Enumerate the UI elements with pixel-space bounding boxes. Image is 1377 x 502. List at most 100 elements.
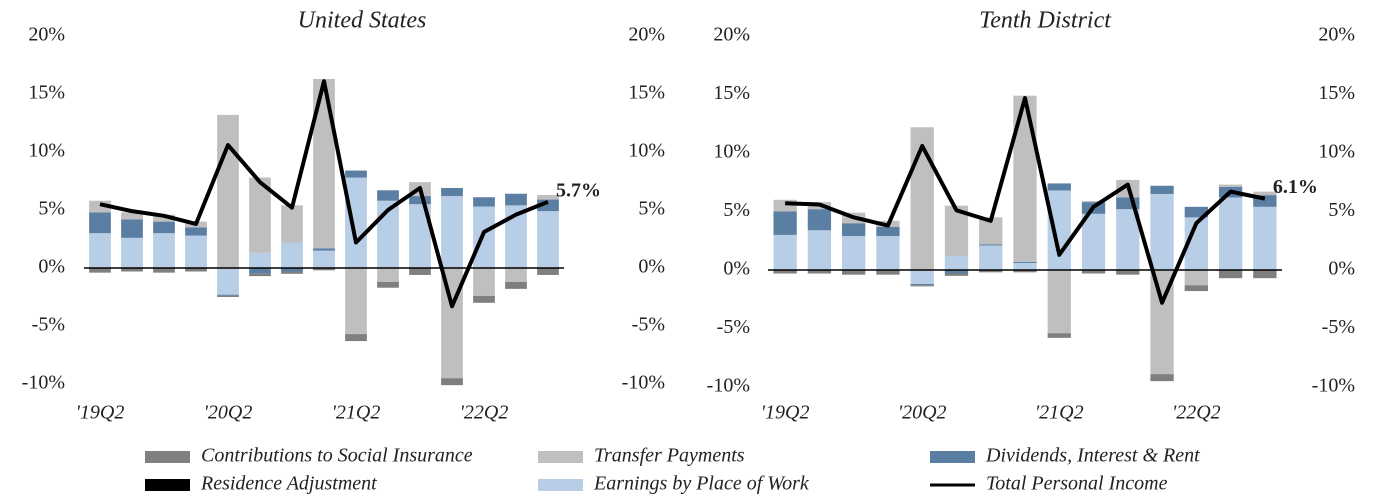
bar-segment bbox=[217, 268, 239, 295]
y2-tick-label: 10% bbox=[1318, 141, 1355, 163]
bar-segment: Contributions to Social Insurance bbox=[1081, 270, 1106, 274]
x-tick-label: '21Q2 bbox=[1035, 402, 1084, 424]
bar-segment: Earnings by Place of Work bbox=[1047, 190, 1071, 270]
bar-segment bbox=[281, 242, 303, 268]
bar-segment bbox=[505, 193, 527, 206]
bar-segment: Dividends, Interest & Rent bbox=[807, 209, 832, 231]
bar-segment bbox=[345, 268, 367, 335]
bar-segment: Dividends, Interest & Rent bbox=[1253, 195, 1277, 207]
bar-segment: Dividends, Interest & Rent bbox=[979, 244, 1003, 246]
x-tick-label: '22Q2 bbox=[460, 402, 509, 424]
bar-segment: Transfer Payments bbox=[979, 217, 1003, 245]
bar-segment bbox=[249, 252, 271, 268]
bar-segment: Dividends, Interest & Rent bbox=[944, 270, 969, 274]
y-tick-label: 0% bbox=[38, 256, 65, 278]
data-label: 5.7% bbox=[556, 179, 601, 201]
bar-segment bbox=[217, 295, 239, 297]
bar-segment: Transfer Payments bbox=[1013, 95, 1037, 262]
bar-segment: Earnings by Place of Work bbox=[876, 236, 900, 270]
chart-title: Tenth District bbox=[979, 8, 1112, 34]
bar-segment bbox=[249, 177, 271, 253]
bar-segment: Transfer Payments bbox=[944, 205, 969, 256]
bar-segment bbox=[441, 196, 463, 268]
y2-tick-label: -10% bbox=[1312, 375, 1355, 397]
bar-segment: Earnings by Place of Work bbox=[1253, 206, 1277, 270]
data-label: 6.1% bbox=[1273, 176, 1318, 198]
bar-segment bbox=[281, 205, 303, 243]
bar-segment bbox=[185, 268, 207, 272]
bar-segment bbox=[473, 295, 495, 303]
bar-segment bbox=[185, 227, 207, 236]
y-tick-label: 0% bbox=[723, 258, 750, 280]
bar-segment bbox=[505, 281, 527, 289]
bar-segment: Earnings by Place of Work bbox=[807, 230, 832, 270]
x-tick-label: '20Q2 bbox=[898, 402, 947, 424]
legend-label: Total Personal Income bbox=[986, 473, 1168, 495]
x-tick-label: '19Q2 bbox=[761, 402, 810, 424]
legend-label: Contributions to Social Insurance bbox=[201, 445, 473, 467]
bar-segment bbox=[345, 170, 367, 178]
bar-segment bbox=[153, 221, 175, 234]
bar-segment bbox=[537, 194, 559, 200]
bar-segment: Contributions to Social Insurance bbox=[876, 270, 900, 275]
y2-tick-label: -5% bbox=[632, 314, 665, 336]
bar-segment: Transfer Payments bbox=[773, 199, 797, 212]
line-series bbox=[99, 79, 549, 309]
bar-segment: Transfer Payments bbox=[1150, 270, 1174, 375]
bar-segment bbox=[377, 268, 399, 282]
bar-segment bbox=[121, 237, 143, 268]
bar-segment: Transfer Payments bbox=[1047, 270, 1071, 334]
bar-segment bbox=[217, 114, 239, 268]
bar-segment: Transfer Payments bbox=[1081, 200, 1106, 203]
bar-segment bbox=[313, 78, 335, 249]
y2-tick-label: 0% bbox=[638, 256, 665, 278]
y2-tick-label: 20% bbox=[628, 24, 665, 46]
y-tick-label: 10% bbox=[28, 140, 65, 162]
chart-title: United States bbox=[298, 8, 427, 34]
y-tick-label: 5% bbox=[723, 199, 750, 221]
y2-tick-label: -5% bbox=[1322, 316, 1355, 338]
y2-tick-label: 15% bbox=[628, 82, 665, 104]
bar-segment: Dividends, Interest & Rent bbox=[910, 284, 934, 286]
bar-segment bbox=[217, 294, 239, 296]
bar-segment bbox=[153, 268, 175, 273]
bar-segment bbox=[377, 281, 399, 288]
legend-swatch bbox=[145, 479, 190, 491]
legend-swatch bbox=[538, 479, 583, 491]
bar-segment bbox=[345, 334, 367, 342]
bar-segment bbox=[281, 271, 303, 274]
bar-segment bbox=[89, 212, 111, 234]
bar-segment: Contributions to Social Insurance bbox=[1116, 270, 1140, 275]
y-tick-label: 15% bbox=[28, 82, 65, 104]
legend-label: Residence Adjustment bbox=[200, 473, 377, 495]
legend-swatch bbox=[145, 451, 190, 463]
bar-segment: Earnings by Place of Work bbox=[1081, 213, 1106, 270]
y2-tick-label: 15% bbox=[1318, 82, 1355, 104]
bar-segment bbox=[473, 268, 495, 296]
bar-segment: Dividends, Interest & Rent bbox=[1184, 206, 1208, 218]
bar-segment bbox=[473, 197, 495, 207]
bar-segment bbox=[121, 219, 143, 238]
bar-segment: Transfer Payments bbox=[1253, 191, 1277, 196]
bar-segment bbox=[121, 268, 143, 272]
bar-segment bbox=[153, 214, 175, 222]
bar-segment bbox=[441, 378, 463, 386]
bar-segment: Earnings by Place of Work bbox=[1116, 209, 1140, 270]
bar-segment bbox=[89, 268, 111, 273]
bar-segment bbox=[153, 233, 175, 268]
bar-segment: Earnings by Place of Work bbox=[1150, 193, 1174, 270]
y2-tick-label: -10% bbox=[622, 372, 665, 394]
bar-segment: Dividends, Interest & Rent bbox=[1116, 197, 1140, 210]
y2-tick-label: 10% bbox=[628, 140, 665, 162]
legend-label: Dividends, Interest & Rent bbox=[985, 445, 1200, 467]
legend-label: Transfer Payments bbox=[594, 445, 745, 467]
bar-segment bbox=[473, 206, 495, 268]
bar-segment bbox=[409, 196, 431, 205]
legend-label: Earnings by Place of Work bbox=[593, 473, 810, 495]
bar-segment: Transfer Payments bbox=[1218, 184, 1243, 187]
y-tick-label: 15% bbox=[713, 82, 750, 104]
bar-segment: Dividends, Interest & Rent bbox=[876, 226, 900, 237]
bar-segment: Earnings by Place of Work bbox=[1218, 197, 1243, 270]
bar-segment bbox=[249, 273, 271, 277]
